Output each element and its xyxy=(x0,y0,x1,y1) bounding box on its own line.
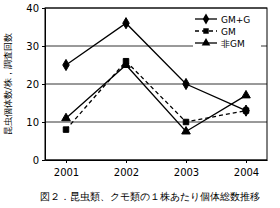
y-tick-label: 10 xyxy=(26,117,39,128)
x-tick-mark xyxy=(66,160,67,163)
series-line xyxy=(66,65,246,132)
series-marker xyxy=(183,78,189,89)
grid-line xyxy=(45,84,267,85)
legend-marker xyxy=(203,13,209,24)
x-tick: 2002 xyxy=(114,160,139,178)
y-tick-mark xyxy=(42,122,45,123)
y-tick-mark xyxy=(42,84,45,85)
y-tick: 0 xyxy=(33,155,45,166)
x-tick: 2004 xyxy=(234,160,259,178)
y-tick: 40 xyxy=(26,3,45,14)
grid xyxy=(45,8,267,160)
series-marker xyxy=(123,18,129,29)
series-marker xyxy=(63,59,69,70)
legend-marker xyxy=(203,28,208,33)
series-marker xyxy=(63,127,68,132)
series-marker xyxy=(62,113,71,120)
x-tick-mark xyxy=(126,160,127,163)
series xyxy=(63,58,248,132)
y-axis-title: 昆虫個体数/株，調査回数 xyxy=(3,33,13,135)
y-tick: 10 xyxy=(26,117,45,128)
chart-title: 図２．昆虫類、クモ類の１株あたり個体総数推移 xyxy=(40,191,260,202)
y-axis: 0 10 20 30 40 xyxy=(26,3,45,166)
legend-item: GM xyxy=(195,27,236,37)
x-axis-line xyxy=(46,160,268,161)
x-tick-mark xyxy=(186,160,187,163)
y-tick-label: 30 xyxy=(26,41,39,52)
x-axis: 2001 2002 2003 2004 xyxy=(46,160,268,178)
series-marker xyxy=(243,108,248,113)
legend-label: 非GM xyxy=(221,39,245,49)
series-marker xyxy=(242,90,251,97)
legend-background xyxy=(193,12,261,52)
series-marker xyxy=(122,60,131,67)
plot-frame xyxy=(45,8,267,160)
legend: GM+G GM 非GM xyxy=(193,12,261,52)
x-tick-label: 2002 xyxy=(114,167,139,178)
x-tick-mark xyxy=(246,160,247,163)
y-tick-label: 0 xyxy=(33,155,39,166)
legend-label: GM xyxy=(221,27,236,37)
series-line xyxy=(66,61,246,129)
series-marker xyxy=(182,127,191,134)
x-tick: 2003 xyxy=(174,160,199,178)
series-group xyxy=(62,18,251,134)
plot: 0 10 20 30 40 2001 2002 2003 2004 GM+G GM 非GM xyxy=(26,3,267,178)
y-tick-mark xyxy=(42,160,45,161)
series xyxy=(62,60,251,134)
y-tick: 20 xyxy=(26,79,45,90)
y-tick-mark xyxy=(42,46,45,47)
y-tick-label: 20 xyxy=(26,79,39,90)
series-marker xyxy=(243,105,249,116)
legend-item: 非GM xyxy=(195,38,245,48)
legend-marker xyxy=(202,38,211,45)
y-tick: 30 xyxy=(26,41,45,52)
chart: 0 10 20 30 40 2001 2002 2003 2004 GM+G GM 非GM 昆虫個体数/… xyxy=(0,0,280,208)
x-tick: 2001 xyxy=(54,160,79,178)
x-tick-label: 2001 xyxy=(54,167,79,178)
grid-line xyxy=(45,122,267,123)
legend-label: GM+G xyxy=(221,15,250,25)
y-tick-mark xyxy=(42,8,45,9)
y-tick-label: 40 xyxy=(26,3,39,14)
legend-item: GM+G xyxy=(195,13,250,24)
x-tick-label: 2003 xyxy=(174,167,199,178)
series-marker xyxy=(183,119,188,124)
y-axis-line xyxy=(45,9,46,161)
x-tick-label: 2004 xyxy=(234,167,259,178)
